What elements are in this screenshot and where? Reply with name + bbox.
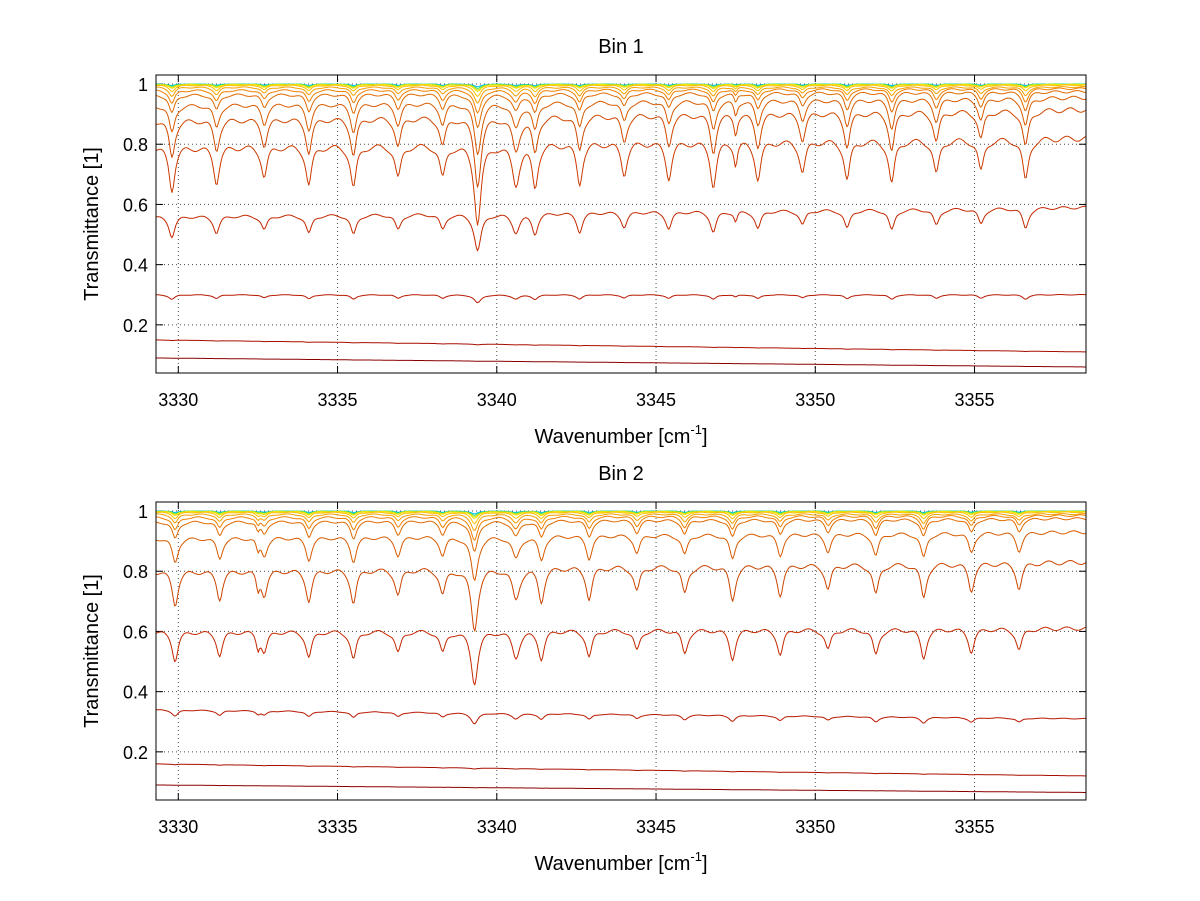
y-tick-label: 0.8 — [123, 562, 148, 582]
series-line — [156, 626, 1086, 686]
series-line — [156, 135, 1086, 226]
chart-title: Bin 2 — [598, 463, 644, 485]
series-group — [156, 83, 1086, 368]
series-line — [156, 709, 1086, 725]
x-tick-label: 3355 — [955, 390, 995, 410]
x-tick-label: 3355 — [955, 817, 995, 837]
x-tick-label: 3345 — [636, 390, 676, 410]
x-axis-label: Wavenumber [cm-1] — [534, 849, 707, 875]
series-line — [156, 511, 1086, 524]
series-line — [156, 87, 1086, 114]
y-axis-label: Transmittance [1] — [81, 147, 103, 301]
series-line — [156, 339, 1086, 353]
y-tick-label: 0.6 — [123, 622, 148, 642]
series-line — [156, 513, 1086, 531]
series-line — [156, 510, 1086, 519]
plot-area — [155, 501, 1087, 801]
x-tick-label: 3345 — [636, 817, 676, 837]
series-line — [156, 107, 1086, 188]
chart-panel-1: 3330 3335 3340 3345 3350 3355 0.2 0.4 0.6 0.8 1 Bin… — [81, 36, 1087, 448]
x-tick-label: 3340 — [477, 390, 517, 410]
series-line — [156, 784, 1086, 793]
series-line — [156, 514, 1086, 541]
x-axis-label: Wavenumber [cm-1] — [534, 422, 707, 448]
y-tick-label: 0.8 — [123, 135, 148, 155]
x-tick-label: 3350 — [795, 390, 835, 410]
series-line — [156, 205, 1086, 252]
y-tick-label: 1 — [138, 502, 148, 522]
x-tick-label: 3330 — [158, 390, 198, 410]
x-tick-label: 3350 — [795, 817, 835, 837]
y-axis-label: Transmittance [1] — [81, 574, 103, 728]
series-line — [156, 95, 1086, 156]
y-tick-label: 0.2 — [123, 743, 148, 763]
plot-frame — [155, 501, 1087, 801]
x-tick-label: 3330 — [158, 817, 198, 837]
series-line — [156, 560, 1086, 632]
y-tick-label: 0.2 — [123, 316, 148, 336]
y-tick-label: 0.4 — [123, 256, 148, 276]
series-line — [156, 90, 1086, 128]
series-line — [156, 294, 1086, 304]
chart-title: Bin 1 — [598, 36, 644, 58]
series-line — [156, 84, 1086, 92]
y-tick-label: 0.6 — [123, 195, 148, 215]
y-tick-label: 1 — [138, 75, 148, 95]
series-line — [156, 530, 1086, 581]
series-group — [156, 510, 1086, 793]
x-tick-label: 3335 — [318, 390, 358, 410]
series-line — [156, 763, 1086, 777]
series-line — [156, 357, 1086, 368]
x-tick-label: 3340 — [477, 817, 517, 837]
series-line — [156, 84, 1086, 97]
y-tick-label: 0.4 — [123, 683, 148, 703]
series-line — [156, 517, 1086, 552]
plot-frame — [155, 74, 1087, 374]
chart-panel-2: 3330 3335 3340 3345 3350 3355 0.2 0.4 0.6 0.8 1 Bin… — [81, 463, 1087, 875]
series-line — [156, 86, 1086, 104]
x-tick-label: 3335 — [318, 817, 358, 837]
